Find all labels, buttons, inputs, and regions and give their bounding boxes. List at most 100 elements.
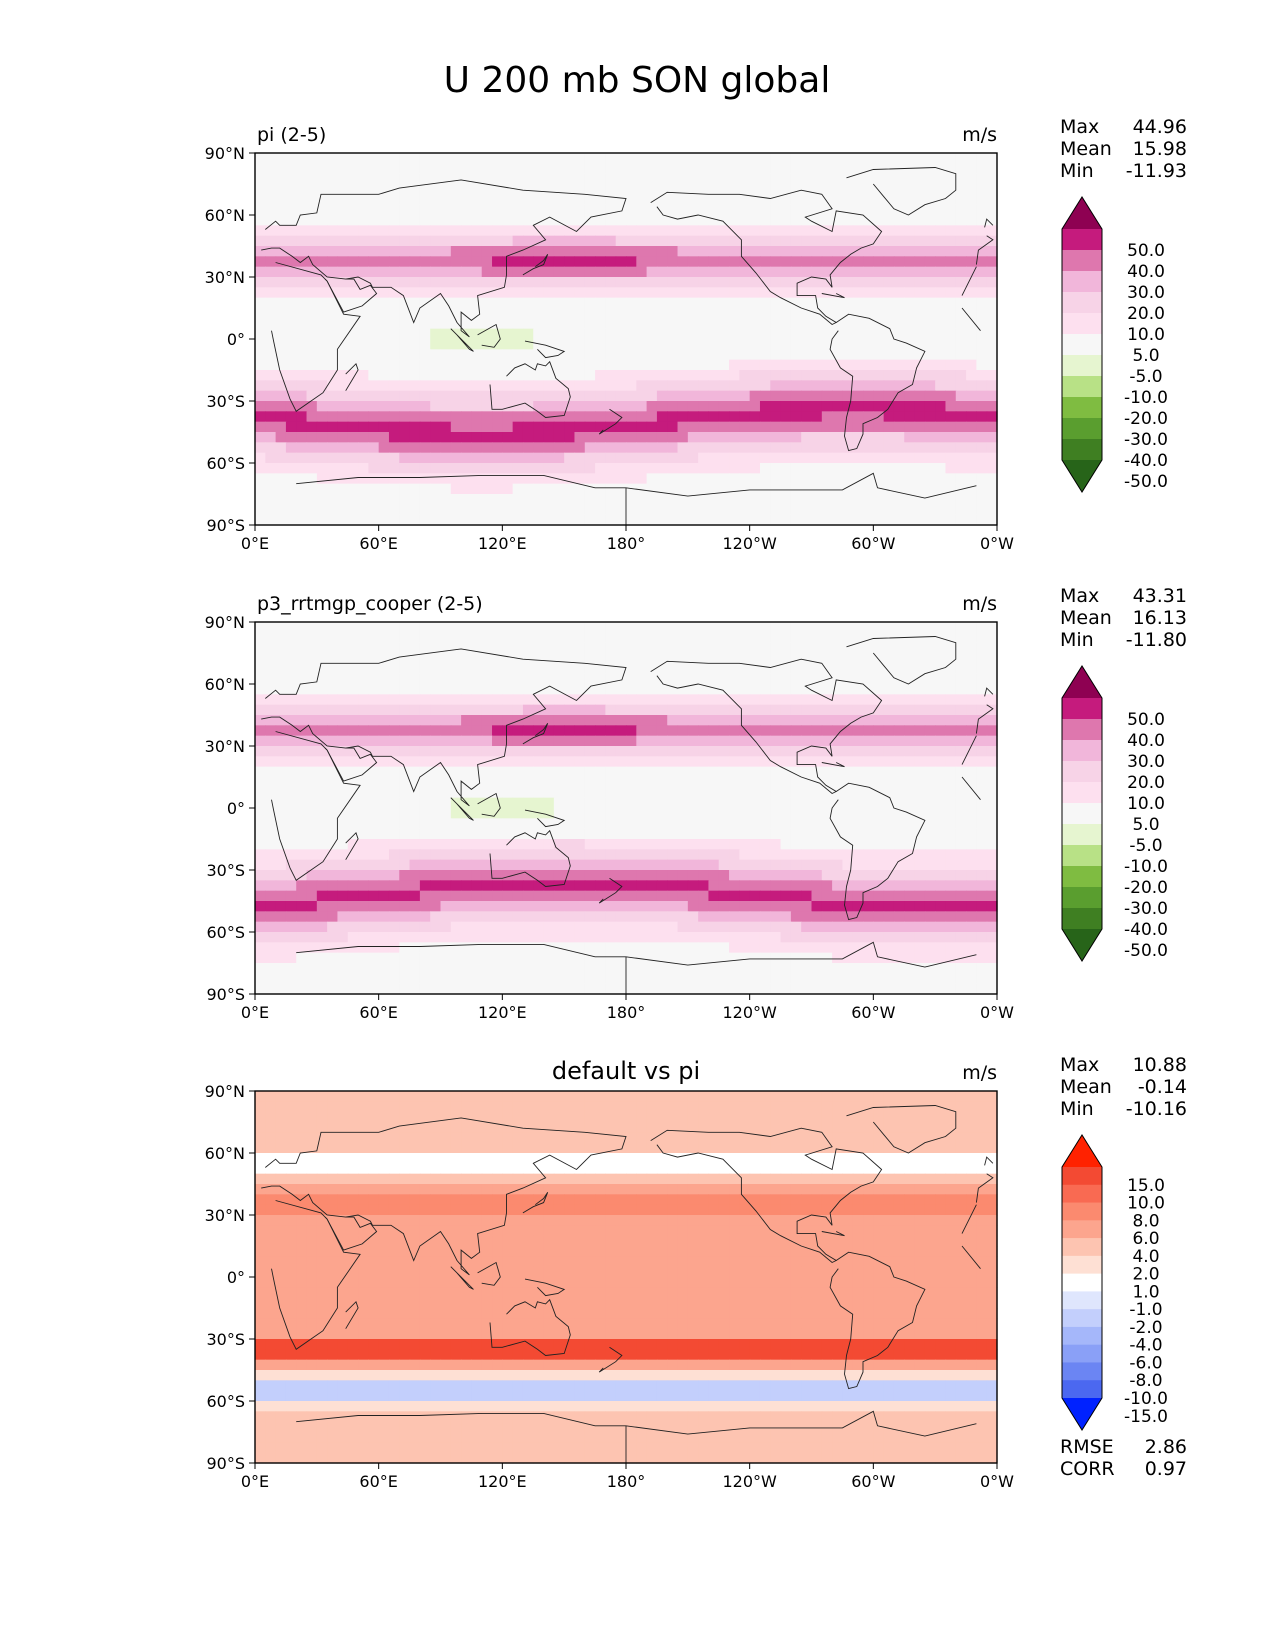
field-cell — [461, 828, 473, 840]
field-cell — [275, 452, 287, 464]
field-cell — [255, 777, 266, 788]
field-cell — [801, 839, 813, 850]
field-cell — [770, 901, 782, 912]
field-cell — [533, 797, 545, 809]
field-cell — [852, 463, 864, 474]
field-cell — [945, 432, 957, 443]
field-cell — [255, 390, 266, 402]
field-cell — [935, 870, 947, 881]
field-cell — [306, 163, 318, 175]
field-cell — [399, 359, 411, 371]
field-cell — [656, 370, 668, 381]
field-cell — [914, 911, 926, 923]
field-cell — [832, 473, 844, 485]
field-cell — [904, 514, 916, 526]
field-cell — [636, 890, 648, 902]
field-cell — [945, 921, 957, 933]
field-cell — [615, 380, 627, 392]
field-cell — [255, 370, 266, 381]
field-cell — [492, 308, 503, 319]
field-cell — [780, 694, 792, 706]
field-cell — [409, 704, 421, 716]
field-cell — [667, 756, 679, 768]
field-cell — [512, 483, 524, 495]
field-cell — [780, 797, 792, 809]
field-cell — [626, 704, 637, 716]
field-cell — [543, 256, 555, 268]
field-cell — [883, 921, 895, 933]
panel-units: m/s — [962, 124, 997, 146]
field-cell — [832, 173, 844, 185]
field-cell — [646, 173, 658, 185]
field-cell — [780, 494, 792, 505]
field-cell — [821, 777, 833, 788]
field-cell — [605, 725, 617, 737]
field-cell — [811, 339, 823, 350]
field-cell — [656, 622, 668, 633]
field-cell — [605, 266, 617, 278]
field-cell — [718, 880, 730, 892]
field-cell — [574, 797, 586, 809]
field-cell — [852, 452, 864, 464]
field-cell — [605, 235, 617, 247]
field-cell — [759, 204, 771, 216]
field-cell — [801, 942, 813, 954]
field-cell — [729, 932, 740, 943]
field-cell — [481, 225, 493, 237]
field-cell — [790, 818, 802, 830]
field-cell — [481, 421, 493, 433]
field-cell — [430, 663, 442, 675]
field-cell — [296, 911, 308, 923]
field-cell — [574, 839, 586, 850]
field-cell — [378, 514, 390, 526]
field-cell — [893, 808, 905, 819]
field-cell — [986, 339, 998, 350]
field-cell — [502, 483, 514, 495]
field-cell — [430, 328, 442, 340]
field-cell — [687, 514, 699, 526]
field-cell — [564, 921, 576, 933]
field-cell — [966, 277, 977, 288]
field-cell — [615, 756, 627, 768]
field-cell — [419, 715, 431, 726]
field-cell — [883, 308, 895, 319]
stat-value: 15.98 — [1133, 138, 1187, 160]
field-cell — [986, 818, 998, 830]
field-cell — [677, 287, 689, 299]
field-cell — [842, 694, 854, 706]
field-cell — [811, 818, 823, 830]
field-cell — [285, 797, 297, 809]
field-cell — [461, 494, 473, 505]
field-cell — [337, 932, 349, 943]
field-cell — [440, 266, 452, 278]
field-cell — [522, 921, 534, 933]
field-cell — [873, 632, 885, 644]
field-cell — [543, 380, 555, 392]
field-cell — [533, 777, 545, 788]
field-cell — [316, 204, 328, 216]
field-cell — [883, 514, 895, 526]
field-cell — [759, 235, 771, 247]
field-cell — [368, 622, 380, 633]
field-cell — [966, 349, 977, 361]
field-cell — [790, 483, 802, 495]
field-cell — [419, 859, 431, 871]
field-cell — [863, 370, 874, 381]
field-cell — [285, 277, 297, 288]
field-cell — [553, 256, 565, 268]
field-cell — [780, 370, 792, 381]
field-cell — [409, 725, 421, 737]
field-cell — [285, 839, 297, 850]
field-cell — [893, 911, 905, 923]
field-cell — [708, 421, 720, 433]
field-cell — [687, 828, 699, 840]
field-cell — [904, 483, 916, 495]
field-cell — [409, 452, 421, 464]
field-cell — [275, 266, 287, 278]
field-cell — [409, 494, 421, 505]
field-cell — [626, 204, 637, 216]
field-cell — [811, 235, 823, 247]
field-cell — [255, 494, 266, 505]
field-cell — [945, 328, 957, 340]
field-cell — [564, 370, 576, 381]
